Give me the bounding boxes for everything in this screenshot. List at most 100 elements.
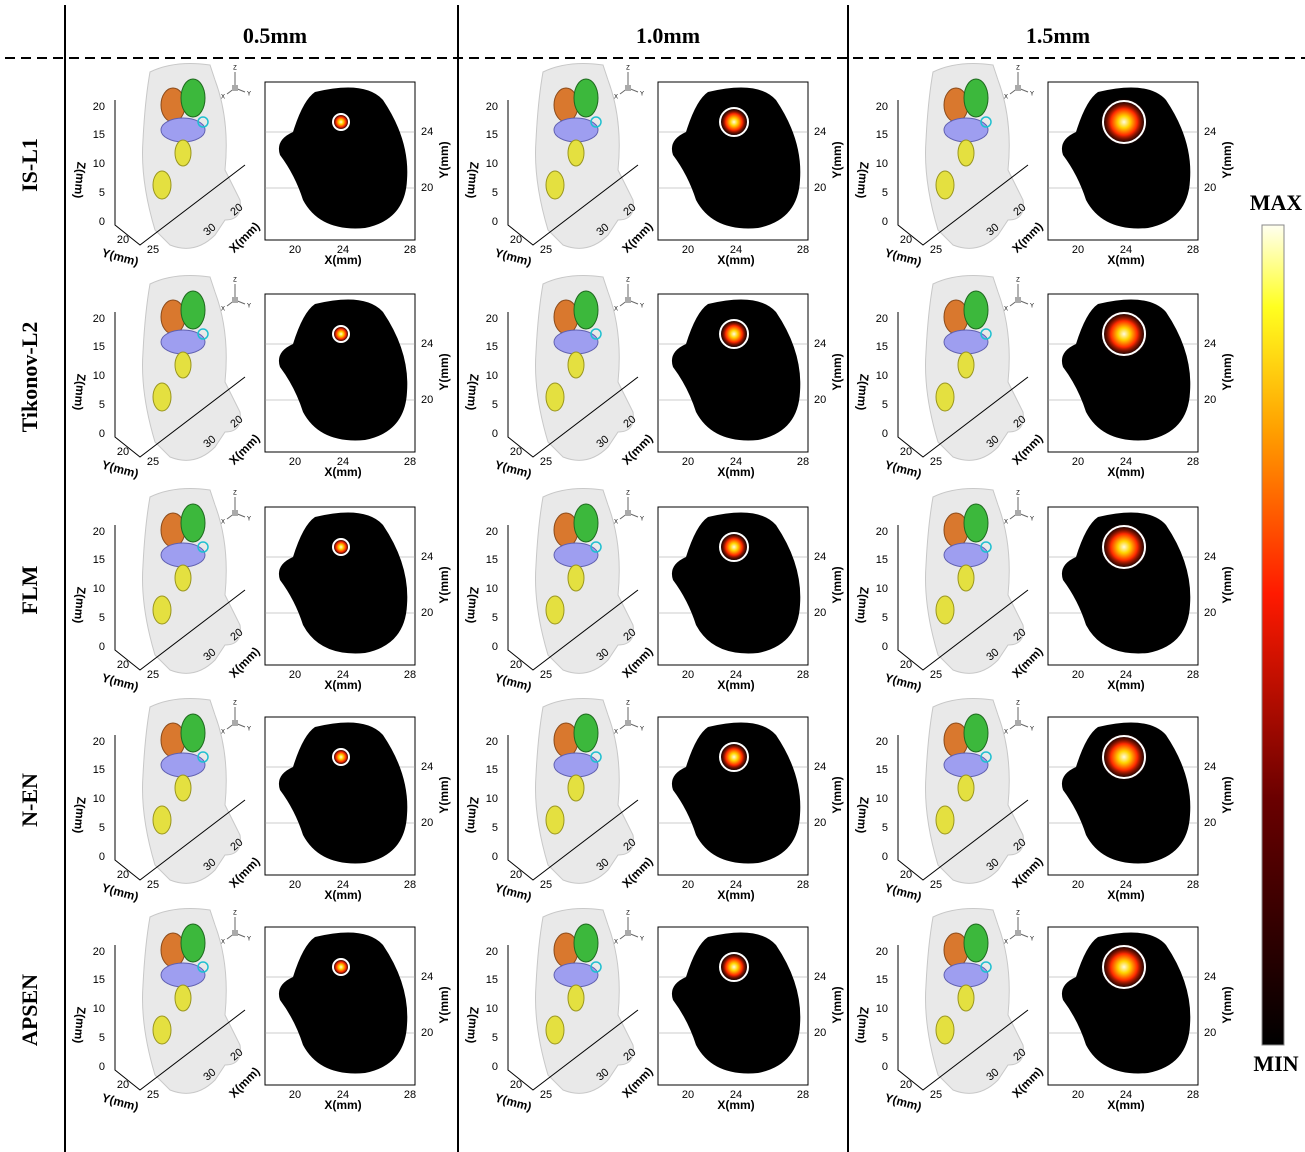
slice-y-tick-label: 20 <box>1204 607 1216 619</box>
slice-y-label: Y(mm) <box>830 141 844 178</box>
z-tick-label: 5 <box>99 1032 105 1044</box>
z-tick-label: 0 <box>99 851 105 863</box>
slice-y-tick-label: 20 <box>814 182 826 194</box>
slice-x-tick-label: 28 <box>797 244 809 256</box>
z-tick-label: 0 <box>882 641 888 653</box>
row-label: APSEN <box>17 974 42 1046</box>
y-axis-label: Y(mm) <box>883 671 923 694</box>
slice-x-label: X(mm) <box>1107 253 1144 267</box>
organ-yellow <box>175 985 191 1011</box>
z-tick-label: 5 <box>99 187 105 199</box>
z-tick-label: 5 <box>492 187 498 199</box>
z-tick-label: 15 <box>876 129 888 141</box>
z-tick-label: 15 <box>486 974 498 986</box>
cell: 05101520Z(mm)2025Y(mm)2030X(mm)ZXY202428… <box>854 489 1234 694</box>
organ-yellow <box>958 565 974 591</box>
slice-y-label: Y(mm) <box>437 141 451 178</box>
z-tick-label: 15 <box>93 764 105 776</box>
cell: 05101520Z(mm)2025Y(mm)2030X(mm)ZXY202428… <box>464 489 844 694</box>
slice-y-tick-label: 20 <box>814 394 826 406</box>
triad-label: Y <box>640 517 644 523</box>
organ-yellow <box>568 775 584 801</box>
slice-x-label: X(mm) <box>1107 1098 1144 1112</box>
organ-green <box>181 291 205 329</box>
cell: 05101520Z(mm)2025Y(mm)2030X(mm)ZXY202428… <box>464 699 844 904</box>
slice-x-tick-label: 28 <box>1187 1089 1199 1101</box>
z-tick-label: 15 <box>486 554 498 566</box>
organ-green <box>964 79 988 117</box>
organ-green <box>964 291 988 329</box>
z-tick-label: 10 <box>486 158 498 170</box>
z-tick-label: 5 <box>492 822 498 834</box>
z-tick-label: 0 <box>99 1061 105 1073</box>
z-tick-label: 10 <box>486 793 498 805</box>
cell: 05101520Z(mm)2025Y(mm)2030X(mm)ZXY202428… <box>854 64 1234 269</box>
slice-y-tick-label: 24 <box>421 761 433 773</box>
y-axis-label: Y(mm) <box>883 246 923 269</box>
z-axis-label: Z(mm) <box>464 796 481 834</box>
slice-y-label: Y(mm) <box>830 986 844 1023</box>
z-tick-label: 15 <box>876 341 888 353</box>
cell: 05101520Z(mm)2025Y(mm)2030X(mm)ZXY202428… <box>854 276 1234 481</box>
cell: 05101520Z(mm)2025Y(mm)2030X(mm)ZXY202428… <box>464 276 844 481</box>
y-axis-label: Y(mm) <box>493 458 533 481</box>
slice-y-tick-label: 20 <box>814 817 826 829</box>
slice-y-label: Y(mm) <box>1220 353 1234 390</box>
y-tick-label: 25 <box>147 879 159 891</box>
z-tick-label: 20 <box>93 101 105 113</box>
triad-label: Y <box>1030 304 1034 310</box>
column-header: 0.5mm <box>243 23 307 48</box>
z-tick-label: 15 <box>93 554 105 566</box>
organ-yellow <box>936 171 954 199</box>
slice-x-label: X(mm) <box>324 465 361 479</box>
triad-label: Z <box>1016 491 1020 497</box>
slice-y-tick-label: 20 <box>1204 1027 1216 1039</box>
y-tick-label: 20 <box>900 869 912 881</box>
z-tick-label: 20 <box>486 313 498 325</box>
figure: MAX MIN 0.5mm1.0mm1.5mmIS-L1Tikonov-L2FL… <box>0 0 1305 1152</box>
slice-y-tick-label: 20 <box>814 1027 826 1039</box>
slice-y-tick-label: 20 <box>421 394 433 406</box>
y-tick-label: 20 <box>510 1079 522 1091</box>
z-tick-label: 0 <box>492 428 498 440</box>
y-tick-label: 25 <box>930 244 942 256</box>
triad-label: Z <box>233 66 237 72</box>
z-axis-label: Z(mm) <box>464 161 481 199</box>
organ-green <box>574 504 598 542</box>
triad-box <box>232 720 238 726</box>
x-axis-label: X(mm) <box>226 644 262 680</box>
organ-yellow <box>546 596 564 624</box>
slice-y-tick-label: 20 <box>1204 817 1216 829</box>
z-tick-label: 15 <box>486 129 498 141</box>
colorbar-min: MIN <box>1253 1051 1298 1076</box>
x-axis-label: X(mm) <box>1009 431 1045 467</box>
slice-x-tick-label: 28 <box>1187 456 1199 468</box>
organ-green <box>574 924 598 962</box>
slice-x-tick-label: 28 <box>797 1089 809 1101</box>
organ-yellow <box>958 352 974 378</box>
colorbar-max: MAX <box>1250 190 1303 215</box>
slice-y-label: Y(mm) <box>437 566 451 603</box>
triad-box <box>232 510 238 516</box>
triad-label: Y <box>247 304 251 310</box>
z-tick-label: 10 <box>486 1003 498 1015</box>
slice-y-label: Y(mm) <box>1220 141 1234 178</box>
z-tick-label: 10 <box>876 793 888 805</box>
z-tick-label: 15 <box>93 129 105 141</box>
z-axis-label: Z(mm) <box>464 1006 481 1044</box>
z-tick-label: 10 <box>486 583 498 595</box>
slice-y-tick-label: 20 <box>1204 394 1216 406</box>
organ-yellow <box>568 565 584 591</box>
triad-label: Z <box>233 701 237 707</box>
slice-y-label: Y(mm) <box>830 353 844 390</box>
slice-x-label: X(mm) <box>717 678 754 692</box>
triad-label: X <box>614 307 618 313</box>
y-tick-label: 25 <box>930 879 942 891</box>
y-axis-label: Y(mm) <box>883 1091 923 1114</box>
z-axis-label: Z(mm) <box>854 373 871 411</box>
z-tick-label: 10 <box>876 158 888 170</box>
cell: 05101520Z(mm)2025Y(mm)2030X(mm)ZXY202428… <box>71 699 451 904</box>
organ-green <box>574 79 598 117</box>
y-tick-label: 25 <box>930 456 942 468</box>
row-label: N-EN <box>17 773 42 827</box>
